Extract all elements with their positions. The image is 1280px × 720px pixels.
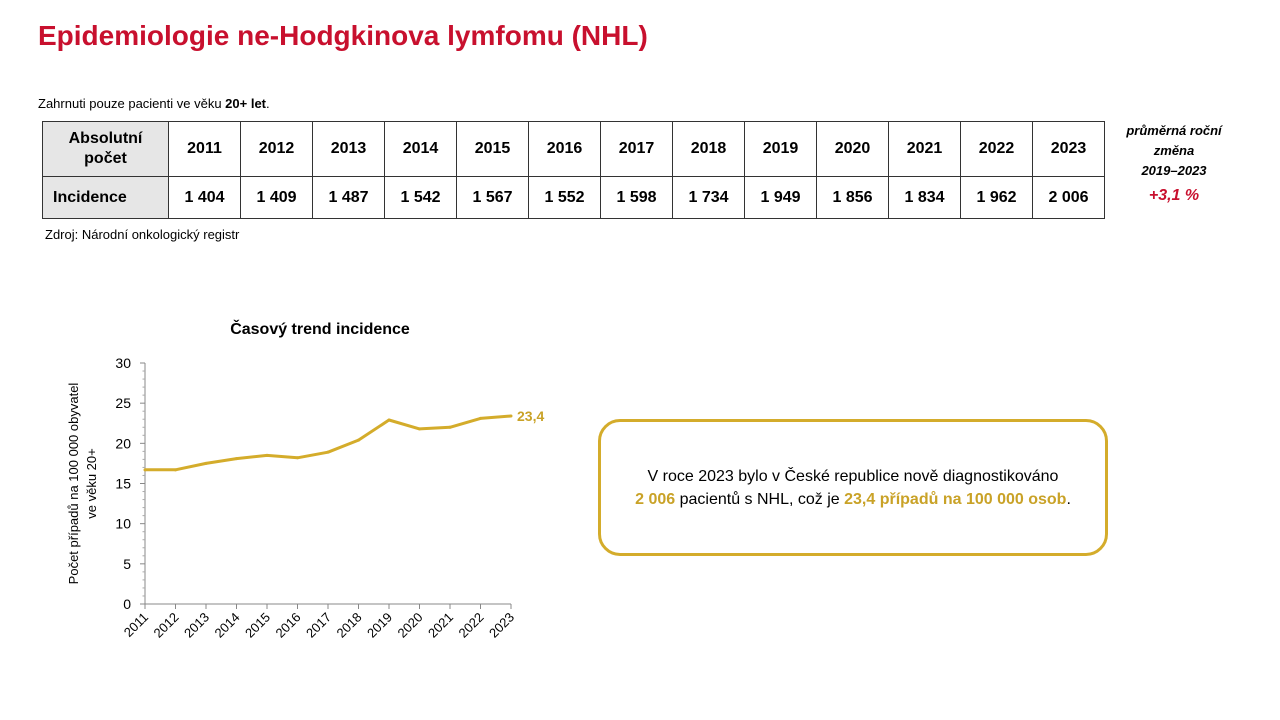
x-tick-label: 2014 — [212, 610, 243, 641]
x-tick-label: 2016 — [273, 610, 304, 641]
incidence-value: 1 962 — [960, 176, 1033, 219]
avg-change-line1: průměrná roční — [1126, 123, 1222, 138]
year-header: 2018 — [672, 121, 745, 177]
table-header-row: Absolutní počet 2011 2012 2013 2014 2015 2016 2… — [42, 121, 1105, 177]
incidence-value: 1 949 — [744, 176, 817, 219]
y-tick-label: 5 — [123, 556, 131, 572]
incidence-trend-chart: Časový trend incidence Počet případů na 1… — [66, 319, 544, 641]
x-tick-label: 2018 — [334, 610, 365, 641]
data-point — [509, 414, 513, 418]
x-tick-label: 2013 — [181, 610, 212, 641]
source-note: Zdroj: Národní onkologický registr — [45, 227, 240, 242]
x-tick-label: 2020 — [395, 610, 426, 641]
page-title: Epidemiologie ne-Hodgkinova lymfomu (NHL… — [38, 20, 648, 51]
year-header: 2011 — [168, 121, 241, 177]
incidence-value: 1 552 — [528, 176, 601, 219]
data-point — [387, 418, 391, 422]
x-tick-label: 2021 — [425, 610, 456, 641]
table-row: Incidence 1 404 1 409 1 487 1 542 1 567 1 552… — [42, 176, 1105, 219]
data-point — [265, 453, 269, 457]
row-label: Incidence — [42, 176, 169, 219]
incidence-value: 1 598 — [600, 176, 673, 219]
x-tick-label: 2019 — [364, 610, 395, 641]
x-tick-label: 2012 — [151, 610, 182, 641]
data-point — [357, 438, 360, 442]
chart-title: Časový trend incidence — [230, 319, 410, 338]
year-header: 2014 — [384, 121, 457, 177]
population-note: Zahrnuti pouze pacienti ve věku 20+ let. — [38, 96, 270, 111]
data-point — [418, 427, 421, 431]
year-header: 2013 — [312, 121, 385, 177]
incidence-value: 1 487 — [312, 176, 385, 219]
data-point — [326, 450, 330, 454]
data-point — [479, 416, 482, 420]
x-tick-label: 2015 — [242, 610, 273, 641]
data-point — [448, 425, 452, 429]
incidence-value: 2 006 — [1032, 176, 1105, 219]
y-axis-label: Počet případů na 100 000 obyvatel — [66, 383, 81, 585]
x-tick-label: 2011 — [121, 610, 151, 640]
year-header: 2022 — [960, 121, 1033, 177]
summary-rate: 23,4 případů na 100 000 osob — [844, 490, 1067, 508]
incidence-value: 1 567 — [456, 176, 529, 219]
note-suffix: . — [266, 96, 270, 111]
incidence-value: 1 734 — [672, 176, 745, 219]
end-value-label: 23,4 — [517, 408, 544, 424]
incidence-value: 1 834 — [888, 176, 961, 219]
summary-line1: V roce 2023 bylo v České republice nově … — [647, 467, 1059, 485]
header-label-line1: Absolutní — [68, 130, 143, 147]
y-tick-label: 15 — [115, 476, 131, 492]
data-point — [204, 461, 208, 465]
note-bold: 20+ let — [225, 96, 267, 111]
year-header: 2019 — [744, 121, 817, 177]
incidence-value: 1 542 — [384, 176, 457, 219]
y-tick-label: 0 — [123, 596, 131, 612]
x-tick-label: 2022 — [456, 610, 487, 641]
avg-change-value: +3,1 % — [1148, 187, 1200, 204]
data-point — [174, 468, 177, 472]
incidence-value: 1 409 — [240, 176, 313, 219]
header-label: Absolutní počet — [42, 121, 169, 177]
note-prefix: Zahrnuti pouze pacienti ve věku — [38, 96, 226, 111]
avg-change-line3: 2019–2023 — [1141, 163, 1207, 178]
year-header: 2015 — [456, 121, 529, 177]
year-header: 2016 — [528, 121, 601, 177]
incidence-line — [145, 414, 512, 472]
year-header: 2020 — [816, 121, 889, 177]
incidence-value: 1 856 — [816, 176, 889, 219]
y-tick-label: 10 — [115, 516, 131, 532]
summary-end: . — [1066, 490, 1071, 508]
summary-box: V roce 2023 bylo v České republice nově … — [598, 419, 1108, 556]
x-tick-label: 2023 — [486, 610, 517, 641]
x-tick-label: 2017 — [303, 610, 334, 641]
y-tick-label: 30 — [115, 355, 131, 371]
avg-change-label: průměrná roční změna 2019–2023 — [1110, 121, 1238, 181]
year-header: 2017 — [600, 121, 673, 177]
incidence-table: Absolutní počet 2011 2012 2013 2014 2015 2016 2… — [42, 121, 1105, 219]
incidence-value: 1 404 — [168, 176, 241, 219]
avg-change-line2: změna — [1153, 143, 1195, 158]
summary-count: 2 006 — [635, 490, 676, 508]
year-header: 2021 — [888, 121, 961, 177]
data-point — [296, 456, 299, 460]
data-point — [235, 457, 238, 461]
header-label-line2: počet — [84, 150, 127, 167]
summary-text: V roce 2023 bylo v České republice nově … — [635, 465, 1071, 511]
y-tick-label: 20 — [115, 435, 131, 451]
year-header: 2023 — [1032, 121, 1105, 177]
year-header: 2012 — [240, 121, 313, 177]
y-axis-label-line2: ve věku 20+ — [84, 448, 99, 518]
y-tick-label: 25 — [115, 395, 131, 411]
data-point — [143, 468, 147, 472]
summary-mid: pacientů s NHL, což je — [675, 490, 845, 508]
